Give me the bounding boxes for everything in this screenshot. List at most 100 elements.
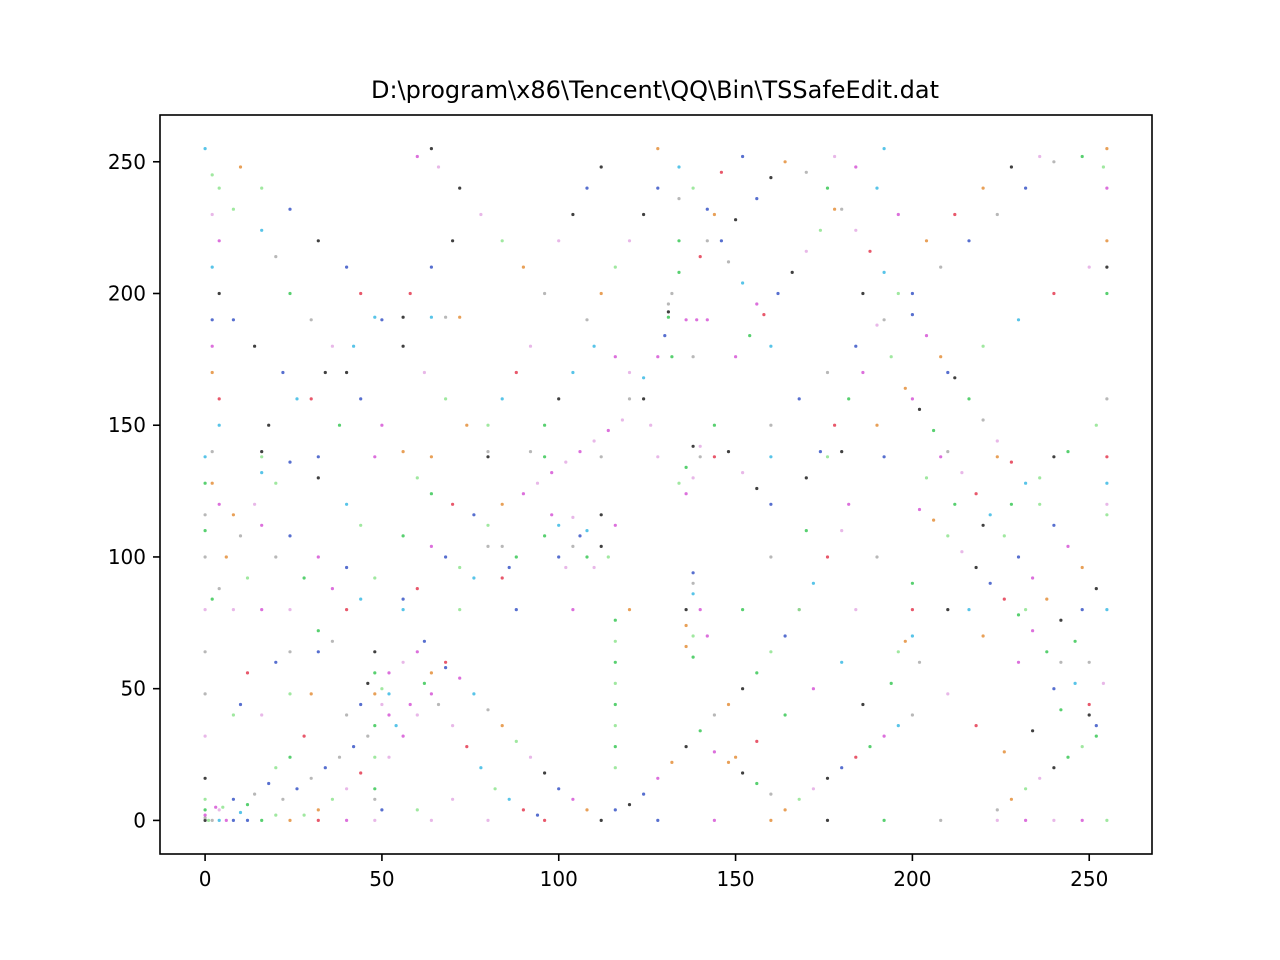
data-point	[401, 534, 405, 538]
data-point	[274, 766, 278, 770]
data-point	[741, 608, 745, 612]
data-point	[500, 502, 504, 506]
data-point	[359, 771, 363, 775]
data-point	[698, 444, 702, 448]
data-point	[981, 634, 985, 638]
data-point	[366, 681, 370, 686]
data-point	[238, 165, 243, 169]
data-point	[295, 787, 299, 791]
data-point	[260, 186, 264, 190]
data-point	[429, 492, 433, 496]
data-point	[401, 315, 405, 319]
data-point	[337, 423, 342, 427]
data-point	[415, 650, 419, 654]
data-point	[762, 313, 766, 317]
data-point	[415, 713, 419, 717]
data-point	[238, 702, 243, 707]
data-point	[203, 481, 207, 485]
data-point	[1105, 513, 1109, 517]
data-point	[1059, 660, 1063, 664]
data-point	[666, 310, 671, 314]
data-point	[875, 323, 879, 327]
data-point	[380, 702, 384, 707]
data-point	[854, 755, 858, 759]
data-point	[231, 207, 235, 211]
data-point	[1038, 476, 1042, 480]
data-point	[1038, 154, 1042, 159]
data-point	[217, 423, 221, 427]
data-point	[274, 813, 278, 817]
data-point	[288, 755, 292, 759]
x-tick-label: 0	[199, 867, 212, 891]
data-point	[444, 555, 448, 559]
data-point	[967, 397, 971, 401]
data-point	[825, 818, 830, 823]
data-point	[719, 239, 724, 243]
data-point	[939, 265, 943, 269]
data-point	[1009, 502, 1014, 506]
data-point	[656, 776, 660, 780]
data-point	[231, 513, 235, 517]
data-point	[288, 692, 292, 696]
data-point	[316, 650, 320, 654]
data-point	[373, 576, 377, 580]
data-point	[401, 660, 405, 664]
data-point	[224, 818, 228, 823]
data-point	[238, 534, 243, 538]
data-point	[557, 397, 561, 401]
data-point	[214, 805, 218, 809]
data-point	[825, 776, 830, 780]
data-point	[1087, 702, 1091, 707]
data-point	[783, 634, 787, 638]
data-point	[755, 671, 759, 675]
plot-frame	[159, 114, 1153, 855]
data-point	[486, 455, 490, 459]
data-point	[741, 687, 745, 691]
data-point	[387, 713, 391, 717]
data-point	[345, 713, 349, 717]
data-point	[755, 486, 759, 491]
data-point	[741, 154, 745, 159]
data-point	[606, 555, 610, 559]
data-point	[359, 397, 363, 401]
data-point	[203, 808, 207, 812]
data-point	[210, 318, 214, 322]
data-point	[585, 808, 589, 812]
data-point	[847, 502, 851, 506]
x-tick-label: 150	[716, 867, 754, 891]
data-point	[1016, 318, 1021, 322]
data-point	[734, 755, 738, 759]
data-point	[825, 370, 830, 375]
data-point	[691, 476, 695, 480]
data-point	[486, 544, 490, 549]
data-point	[401, 734, 405, 738]
data-point	[896, 724, 900, 728]
data-point	[1031, 576, 1035, 580]
data-point	[323, 766, 327, 770]
data-point	[1080, 154, 1084, 159]
data-point	[274, 660, 278, 664]
data-point	[486, 523, 490, 527]
data-point	[946, 534, 950, 538]
data-point	[337, 755, 342, 759]
data-point	[882, 270, 886, 274]
data-point	[995, 212, 999, 217]
data-point	[677, 197, 681, 201]
data-point	[769, 455, 773, 459]
data-point	[486, 708, 490, 712]
data-point	[472, 576, 476, 580]
data-point	[592, 344, 596, 348]
data-point	[1080, 745, 1084, 749]
data-point	[373, 797, 377, 801]
data-point	[387, 755, 391, 759]
data-point	[245, 576, 250, 580]
data-point	[974, 724, 978, 728]
data-point	[741, 281, 745, 285]
data-point	[210, 597, 214, 601]
data-point	[1031, 629, 1035, 633]
data-point	[861, 702, 865, 707]
data-point	[691, 186, 695, 190]
data-point	[840, 660, 844, 664]
data-point	[627, 370, 632, 375]
data-point	[429, 692, 433, 696]
